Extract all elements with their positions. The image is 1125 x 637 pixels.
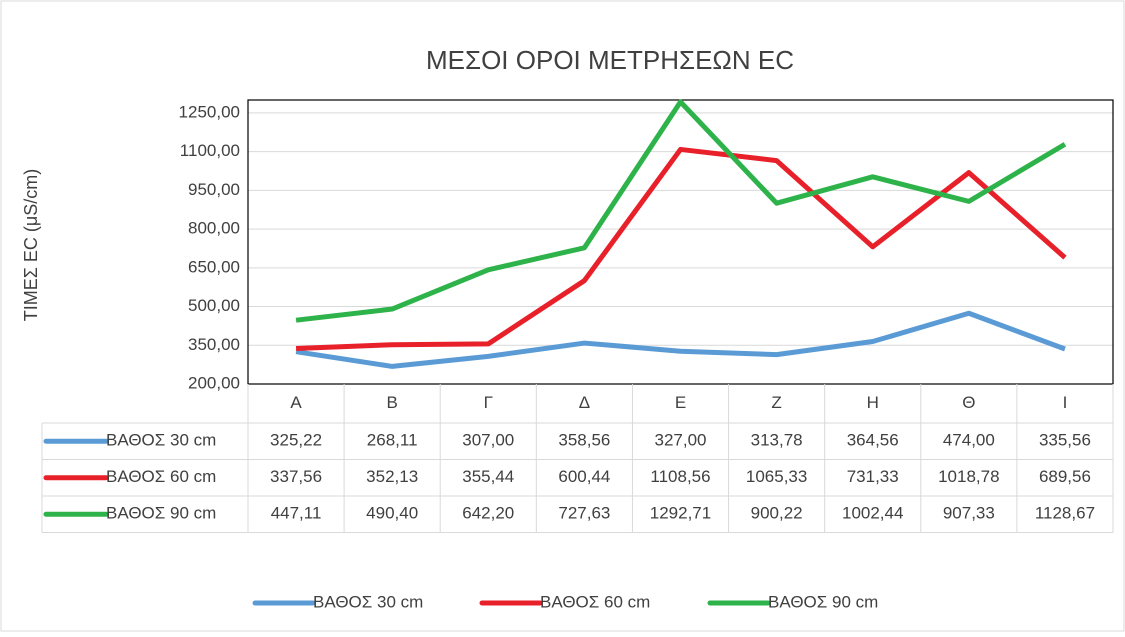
data-label: 325,22: [270, 431, 322, 450]
y-axis-label: ΤΙΜΕΣ EC (μS/cm): [21, 169, 41, 322]
legend-label: ΒΑΘΟΣ 60 cm: [540, 592, 650, 611]
x-tick-label: Ι: [1063, 393, 1068, 412]
x-tick-label: Η: [867, 393, 879, 412]
data-label: 474,00: [943, 431, 995, 450]
data-label: 355,44: [462, 467, 514, 486]
data-label: 313,78: [751, 431, 803, 450]
data-label: 337,56: [270, 467, 322, 486]
data-label: 600,44: [558, 467, 610, 486]
series-line: [295, 99, 1067, 323]
data-label: 689,56: [1039, 467, 1091, 486]
data-label: 307,00: [462, 431, 514, 450]
data-label: 327,00: [655, 431, 707, 450]
legend-label: ΒΑΘΟΣ 30 cm: [313, 592, 423, 611]
table-row-label: ΒΑΘΟΣ 60 cm: [106, 467, 216, 486]
y-tick-label: 1250,00: [179, 102, 240, 121]
x-tick-label: Γ: [484, 393, 493, 412]
y-tick-label: 350,00: [188, 335, 240, 354]
y-tick-label: 650,00: [188, 257, 240, 276]
data-label: 1002,44: [842, 504, 903, 523]
data-label: 490,40: [366, 504, 418, 523]
x-tick-label: Α: [290, 393, 302, 412]
data-label: 1292,71: [650, 504, 711, 523]
y-tick-label: 950,00: [188, 180, 240, 199]
data-label: 268,11: [367, 431, 418, 450]
data-label: 1065,33: [746, 467, 807, 486]
series-line: [295, 310, 1066, 369]
y-tick-label: 200,00: [188, 373, 240, 392]
y-tick-label: 800,00: [188, 219, 240, 238]
data-label: 447,11: [271, 504, 322, 523]
data-label: 364,56: [847, 431, 899, 450]
data-label: 727,63: [558, 504, 610, 523]
series-line: [295, 146, 1067, 351]
data-label: 907,33: [943, 504, 995, 523]
x-tick-label: Β: [386, 393, 397, 412]
data-label: 1108,56: [650, 467, 710, 486]
data-label: 335,56: [1039, 431, 1091, 450]
data-label: 900,22: [751, 504, 803, 523]
table-row-label: ΒΑΘΟΣ 30 cm: [106, 431, 216, 450]
x-tick-label: Δ: [579, 393, 590, 412]
data-label: 352,13: [366, 467, 418, 486]
data-label: 1128,67: [1035, 504, 1095, 523]
chart-title: ΜΕΣΟΙ ΟΡΟΙ ΜΕΤΡΗΣΕΩΝ EC: [426, 45, 794, 75]
x-tick-label: Ζ: [771, 393, 781, 412]
y-tick-label: 1100,00: [180, 141, 240, 160]
data-label: 731,33: [847, 467, 899, 486]
legend-label: ΒΑΘΟΣ 90 cm: [768, 592, 878, 611]
y-tick-label: 500,00: [188, 296, 240, 315]
x-tick-label: Ε: [675, 393, 686, 412]
x-tick-label: Θ: [962, 393, 975, 412]
table-row-label: ΒΑΘΟΣ 90 cm: [106, 504, 216, 523]
data-label: 1018,78: [938, 467, 999, 486]
data-label: 358,56: [558, 431, 610, 450]
data-label: 642,20: [462, 504, 514, 523]
